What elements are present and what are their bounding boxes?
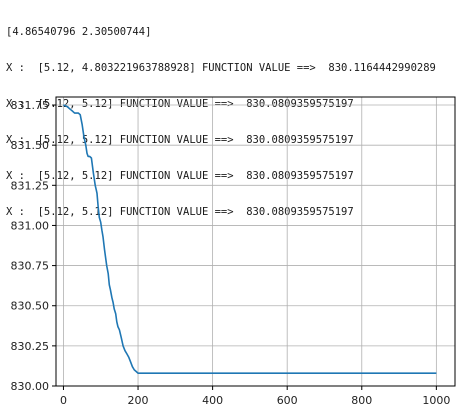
console-output: [4.86540796 2.30500744] X : [5.12, 4.803… [6, 2, 471, 230]
x-tick-label: 800 [351, 394, 372, 407]
y-tick-label: 831.75 [11, 99, 50, 112]
y-tick-label: 830.00 [11, 380, 50, 393]
x-tick-label: 0 [60, 394, 67, 407]
y-tick-label: 830.75 [11, 260, 50, 273]
x-tick-label: 600 [277, 394, 298, 407]
console-line: X : [5.12, 4.803221963788928] FUNCTION V… [6, 62, 436, 74]
x-tick-label: 400 [202, 394, 223, 407]
console-line: X : [5.12, 5.12] FUNCTION VALUE ==> 830.… [6, 206, 354, 218]
y-tick-label: 831.00 [11, 219, 50, 232]
x-tick-label: 200 [128, 394, 149, 407]
console-line: X : [5.12, 5.12] FUNCTION VALUE ==> 830.… [6, 170, 354, 182]
series-line [63, 104, 437, 375]
plot-frame [55, 96, 456, 387]
ticks: 0 200 400 600 800 1000 830.00 830.25 830.50 830.7… [11, 99, 451, 407]
grid [56, 97, 455, 387]
y-tick-label: 830.25 [11, 340, 50, 353]
console-line: [4.86540796 2.30500744] [6, 26, 152, 38]
x-tick-label: 1000 [422, 394, 450, 407]
y-tick-label: 831.50 [11, 139, 50, 152]
y-tick-label: 830.50 [11, 300, 50, 313]
console-line: X : [5.12, 5.12] FUNCTION VALUE ==> 830.… [6, 134, 354, 146]
y-tick-label: 831.25 [11, 179, 50, 192]
line-chart: 0 200 400 600 800 1000 830.00 830.25 830.50 830.7… [11, 96, 456, 407]
console-line: X : [5.12, 5.12] FUNCTION VALUE ==> 830.… [6, 98, 354, 110]
data-layer [63, 104, 437, 375]
